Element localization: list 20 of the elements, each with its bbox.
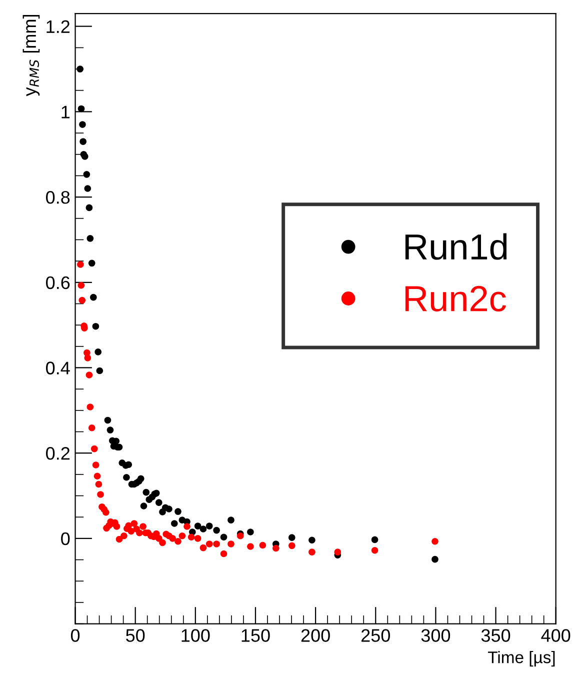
- x-tick-label: 250: [361, 629, 390, 642]
- x-tick-label: 300: [421, 629, 450, 642]
- x-tick-label: 50: [126, 629, 145, 642]
- x-tick-label: 0: [70, 629, 80, 642]
- x-tick-label: 200: [301, 629, 330, 642]
- x-tick-label: 400: [541, 629, 570, 642]
- legend-label: Run2c: [405, 286, 506, 312]
- y-tick-label: 0: [61, 532, 70, 546]
- x-tick-label: 150: [242, 629, 270, 642]
- y-tick-label: 0.6: [46, 276, 70, 290]
- y-tick-label: 0.2: [46, 447, 70, 460]
- y-tick-label: 1: [62, 106, 70, 118]
- y-tick-label: 0.8: [46, 190, 70, 204]
- x-tick-label: 100: [182, 629, 210, 642]
- x-tick-label: 350: [481, 629, 510, 642]
- y-tick-label: 1.2: [46, 20, 70, 33]
- y-tick-label: 0.4: [46, 362, 70, 374]
- y-axis-title: y$_{RMS}$ [mm]: [22, 15, 40, 96]
- legend-label: Run1d: [405, 233, 507, 260]
- x-axis-title: Time [µs]: [488, 651, 555, 667]
